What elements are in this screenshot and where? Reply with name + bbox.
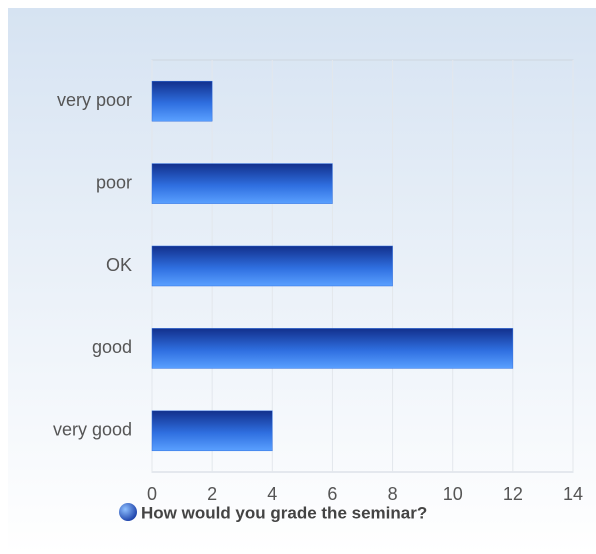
x-tick-label: 14 bbox=[563, 484, 583, 504]
x-tick-label: 12 bbox=[503, 484, 523, 504]
legend: How would you grade the seminar? bbox=[119, 503, 427, 522]
y-tick-label: very good bbox=[53, 420, 132, 440]
x-tick-label: 4 bbox=[267, 484, 277, 504]
y-tick-label: very poor bbox=[57, 90, 132, 110]
x-tick-label: 6 bbox=[327, 484, 337, 504]
x-tick-label: 0 bbox=[147, 484, 157, 504]
legend-marker bbox=[119, 503, 137, 521]
y-tick-label: good bbox=[92, 337, 132, 357]
legend-label: How would you grade the seminar? bbox=[141, 503, 427, 522]
x-tick-label: 2 bbox=[207, 484, 217, 504]
bar bbox=[151, 163, 333, 204]
bar bbox=[151, 80, 213, 122]
bar bbox=[151, 410, 273, 452]
bar bbox=[151, 245, 393, 287]
x-tick-label: 10 bbox=[443, 484, 463, 504]
y-tick-label: OK bbox=[106, 255, 132, 275]
y-tick-label: poor bbox=[96, 172, 132, 192]
x-tick-label: 8 bbox=[388, 484, 398, 504]
bar bbox=[151, 328, 514, 369]
